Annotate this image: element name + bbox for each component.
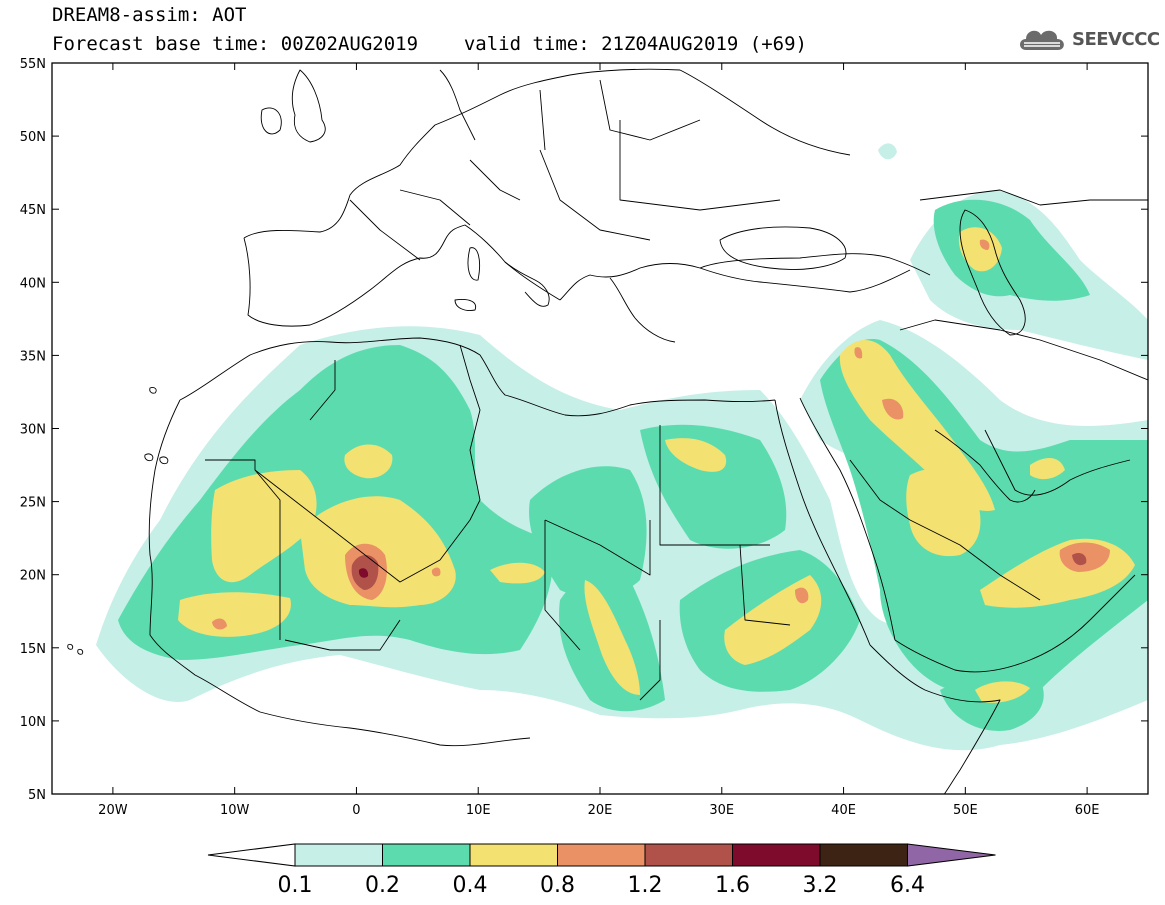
lon-tick-label: 10W: [220, 803, 250, 818]
aot-map: 5N 10N 15N 20N 25N 30N 35N 40N 45N 50N 55N 20W 10W 0…: [20, 57, 1149, 818]
aerosol-optical-thickness-field: [96, 143, 1148, 751]
lat-tick-label: 30N: [20, 423, 46, 438]
lon-tick-label: 40E: [831, 803, 856, 818]
colorbar-arrow-right: [907, 843, 996, 867]
base-time: Forecast base time: 00Z02AUG2019: [52, 33, 419, 55]
lat-tick-label: 40N: [20, 276, 46, 291]
lat-tick-label: 15N: [20, 642, 46, 657]
colorbar-label: 0.1: [278, 873, 313, 898]
coastlines-and-borders: [67, 68, 1148, 794]
colorbar-swatch: [557, 843, 646, 867]
colorbar-label: 0.8: [540, 873, 575, 898]
lon-tick-label: 20W: [98, 803, 128, 818]
lat-tick-label: 25N: [20, 496, 46, 511]
lon-tick-label: 60E: [1075, 803, 1100, 818]
colorbar: 0.1 0.2 0.4 0.8 1.2 1.6 3.2 6.4: [207, 843, 996, 898]
colorbar-swatch: [382, 843, 471, 867]
lon-tick-label: 30E: [709, 803, 734, 818]
colorbar-arrow-left: [207, 843, 296, 867]
colorbar-swatch: [644, 843, 733, 867]
seevccc-logo: SEEVCCC: [1016, 22, 1160, 56]
lat-tick-label: 35N: [20, 349, 46, 364]
lat-tick-label: 5N: [28, 788, 46, 803]
lat-tick-label: 45N: [20, 203, 46, 218]
colorbar-label: 0.2: [365, 873, 400, 898]
lon-tick-label: 50E: [953, 803, 978, 818]
colorbar-label: 6.4: [890, 873, 925, 898]
map-title: DREAM8-assim: AOT: [52, 4, 247, 26]
forecast-times: Forecast base time: 00Z02AUG2019 valid t…: [52, 33, 807, 55]
lat-tick-label: 10N: [20, 715, 46, 730]
colorbar-label: 1.6: [715, 873, 750, 898]
colorbar-label: 1.2: [628, 873, 663, 898]
lon-tick-label: 0: [352, 803, 360, 818]
logo-text: SEEVCCC: [1072, 28, 1160, 50]
colorbar-swatch: [294, 843, 383, 867]
colorbar-label: 0.4: [453, 873, 488, 898]
lon-tick-label: 20E: [588, 803, 613, 818]
valid-time: valid time: 21Z04AUG2019 (+69): [463, 33, 807, 55]
colorbar-label: 3.2: [803, 873, 838, 898]
lat-tick-label: 20N: [20, 569, 46, 584]
lat-tick-label: 55N: [20, 57, 46, 72]
lon-tick-label: 10E: [466, 803, 491, 818]
lat-tick-label: 50N: [20, 130, 46, 145]
colorbar-swatch: [469, 843, 558, 867]
colorbar-swatch: [819, 843, 908, 867]
cloud-icon: [1020, 30, 1064, 50]
colorbar-swatch: [732, 843, 821, 867]
